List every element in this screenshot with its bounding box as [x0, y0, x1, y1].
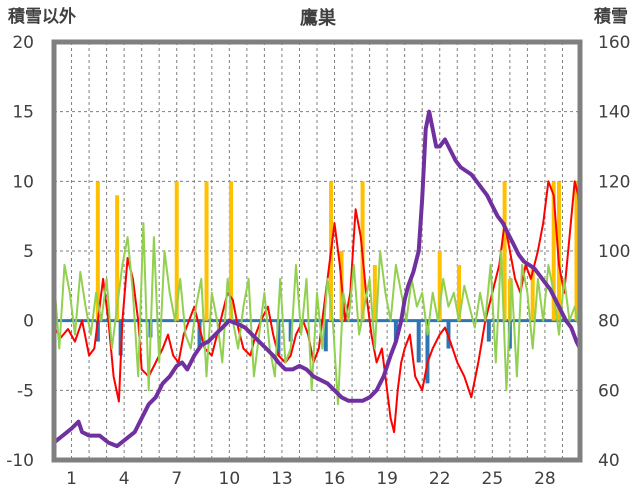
lines-layer — [52, 109, 582, 449]
left-tick-label: 5 — [23, 242, 34, 262]
x-tick-label: 16 — [324, 469, 346, 489]
right-tick-label: 120 — [598, 172, 630, 192]
bar-series-0-mark — [95, 181, 100, 321]
bar-series-1-mark — [276, 320, 281, 356]
bar-series-0-mark — [229, 181, 234, 321]
line-series-4 — [52, 109, 582, 449]
bar-series-0-mark — [204, 181, 209, 321]
bar-series-0-mark — [556, 181, 561, 321]
left-tick-label: 0 — [23, 312, 34, 332]
bar-series-1-mark — [118, 320, 123, 356]
right-axis-title: 積雪 — [594, 6, 628, 27]
x-tick-label: 1 — [66, 469, 77, 489]
bar-series-1-mark — [486, 320, 491, 342]
plot-frame — [51, 39, 583, 463]
left-tick-label: -10 — [6, 451, 34, 471]
right-tick-label: 40 — [598, 451, 620, 471]
bar-series-1-mark — [197, 320, 202, 349]
right-tick-label: 100 — [598, 242, 630, 262]
grid-layer — [54, 42, 580, 460]
bar-series-1-mark — [425, 320, 430, 384]
bar-series-0-mark — [457, 264, 462, 321]
x-tick-label: 7 — [171, 469, 182, 489]
x-tick-label: 25 — [482, 469, 504, 489]
x-tick-label: 4 — [119, 469, 130, 489]
bar-series-1-mark — [416, 320, 421, 363]
bar-series-0-mark — [530, 264, 535, 321]
line-series-2 — [53, 180, 581, 434]
bar-series-0-mark — [372, 264, 377, 321]
x-tick-label: 10 — [219, 469, 241, 489]
bar-series-0-mark — [174, 181, 179, 321]
bar-series-1-mark — [323, 320, 328, 352]
right-tick-label: 140 — [598, 103, 630, 123]
x-tick-label: 28 — [534, 469, 556, 489]
right-tick-label: 80 — [598, 312, 620, 332]
bar-series-0-mark — [502, 181, 507, 321]
left-axis-title: 積雪以外 — [8, 6, 76, 27]
left-tick-label: 15 — [12, 103, 34, 123]
bar-series-0-mark — [551, 181, 556, 321]
bar-series-0-mark — [437, 251, 442, 321]
left-tick-label: 20 — [12, 33, 34, 53]
bar-series-1-mark — [393, 320, 398, 342]
bar-series-1-mark — [288, 320, 293, 342]
bar-series-0-mark — [115, 195, 120, 321]
bar-series-1-mark — [95, 320, 100, 342]
x-tick-label: 13 — [271, 469, 293, 489]
left-tick-label: 10 — [12, 172, 34, 192]
line-series-3 — [53, 222, 581, 406]
bar-series-0-mark — [574, 181, 579, 321]
x-tick-label: 19 — [376, 469, 398, 489]
x-tick-label: 22 — [429, 469, 451, 489]
chart-title: 鷹巣 — [300, 7, 337, 29]
axes-layer: 20 15 10 5 0 -5 -10 160 140 120 100 80 60 40 1 4 7 10 13 16… — [6, 33, 630, 489]
right-tick-label: 60 — [598, 381, 620, 401]
right-tick-label: 160 — [598, 33, 630, 53]
left-tick-label: -5 — [17, 381, 34, 401]
